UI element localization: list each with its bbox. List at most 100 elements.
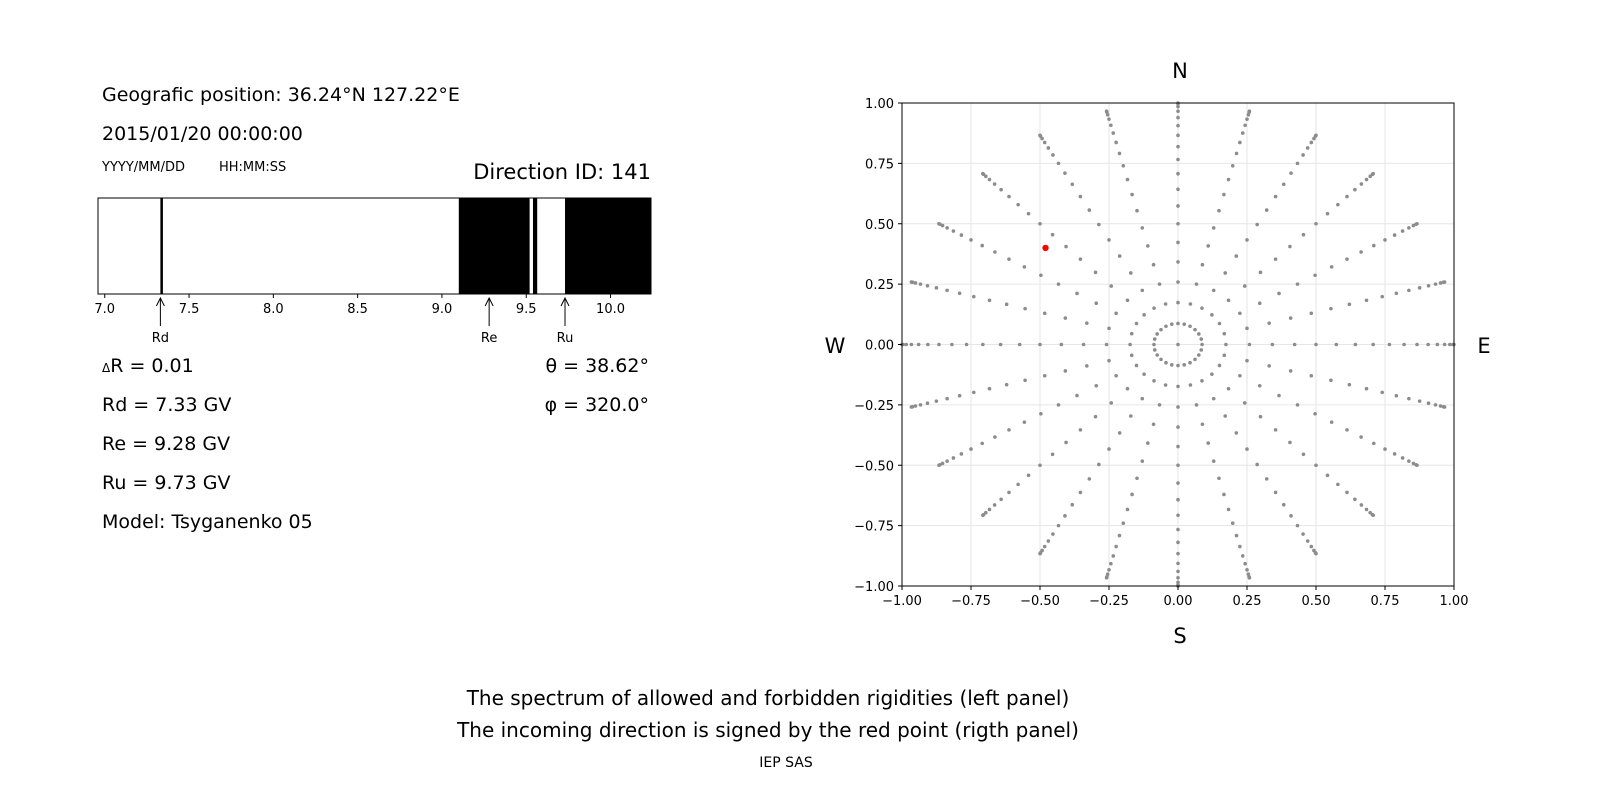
direction-point bbox=[1353, 497, 1357, 502]
direction-point bbox=[1289, 514, 1293, 518]
direction-point bbox=[1353, 342, 1358, 347]
direction-point bbox=[1176, 540, 1180, 545]
direction-point bbox=[1407, 288, 1411, 293]
forbidden-band-0 bbox=[160, 198, 163, 294]
direction-point bbox=[1226, 386, 1231, 391]
direction-point bbox=[1163, 383, 1168, 387]
direction-point bbox=[1267, 364, 1271, 368]
direction-point bbox=[1188, 324, 1192, 329]
ru-value: Ru = 9.73 GV bbox=[102, 472, 231, 494]
direction-point bbox=[1353, 187, 1357, 192]
direction-point bbox=[1371, 513, 1375, 518]
direction-point bbox=[1176, 481, 1180, 485]
direction-point bbox=[957, 291, 962, 296]
direction-point bbox=[1364, 386, 1369, 391]
direction-point bbox=[913, 404, 918, 408]
direction-point bbox=[1163, 302, 1168, 306]
direction-point bbox=[1301, 532, 1305, 536]
direction-point bbox=[940, 461, 945, 466]
direction-point bbox=[1245, 238, 1249, 242]
direction-point bbox=[925, 283, 930, 288]
direction-point bbox=[1222, 353, 1227, 358]
direction-point bbox=[1240, 131, 1245, 135]
direction-point bbox=[1152, 306, 1156, 310]
model-name: Model: Tsyganenko 05 bbox=[102, 511, 313, 533]
direction-point bbox=[1085, 364, 1089, 368]
direction-point bbox=[1288, 316, 1293, 320]
direction-point bbox=[1270, 342, 1275, 347]
direction-point bbox=[1222, 192, 1226, 197]
direction-point bbox=[951, 456, 956, 460]
direction-point bbox=[1157, 282, 1162, 286]
direction-point bbox=[1411, 223, 1416, 228]
direction-point bbox=[1157, 403, 1162, 407]
direction-point bbox=[1277, 393, 1281, 398]
direction-point bbox=[1063, 316, 1068, 320]
direction-point bbox=[1140, 459, 1145, 463]
direction-point bbox=[1097, 462, 1101, 467]
direction-point bbox=[1314, 221, 1318, 226]
direction-point bbox=[945, 396, 949, 401]
direction-point bbox=[1114, 544, 1118, 549]
direction-point bbox=[1394, 291, 1399, 296]
direction-point bbox=[1176, 569, 1180, 574]
direction-point bbox=[1242, 284, 1247, 288]
direction-point bbox=[1211, 396, 1216, 401]
direction-point bbox=[945, 226, 949, 230]
direction-point bbox=[1125, 177, 1130, 182]
direction-point bbox=[1050, 232, 1055, 237]
map-y-tick-label-2: −0.50 bbox=[854, 459, 894, 474]
direction-point bbox=[1329, 420, 1334, 424]
direction-point bbox=[1273, 194, 1278, 199]
direction-point bbox=[1056, 282, 1061, 286]
direction-point bbox=[1242, 401, 1247, 405]
direction-point bbox=[1151, 422, 1156, 427]
direction-point bbox=[1400, 229, 1405, 233]
direction-point bbox=[1288, 440, 1292, 445]
direction-point bbox=[1238, 544, 1242, 549]
marker-re-arrowhead bbox=[484, 296, 494, 307]
direction-point bbox=[1200, 306, 1204, 310]
direction-point bbox=[1176, 133, 1180, 138]
direction-point bbox=[1309, 373, 1314, 378]
direction-point bbox=[1129, 331, 1134, 336]
direction-point bbox=[1042, 544, 1047, 549]
direction-point bbox=[1022, 265, 1027, 269]
direction-point bbox=[1347, 382, 1352, 387]
direction-point bbox=[1230, 164, 1235, 168]
time-format-label: HH:MM:SS bbox=[219, 160, 287, 175]
direction-point bbox=[1078, 194, 1083, 199]
spectrum-tick-label-4: 9.0 bbox=[432, 302, 453, 317]
direction-point bbox=[1176, 405, 1180, 409]
direction-point bbox=[993, 435, 997, 439]
direction-point bbox=[1155, 332, 1159, 336]
direction-point bbox=[1109, 561, 1113, 566]
direction-point bbox=[1223, 414, 1227, 418]
direction-point bbox=[1314, 463, 1318, 468]
direction-point bbox=[1109, 123, 1113, 128]
direction-point bbox=[1400, 456, 1405, 460]
map-x-tick-label-2: −0.50 bbox=[1020, 594, 1060, 609]
direction-point bbox=[1142, 313, 1146, 317]
delta-symbol: Δ bbox=[102, 361, 111, 375]
direction-point bbox=[1226, 298, 1231, 303]
direction-point bbox=[1007, 257, 1011, 261]
direction-point bbox=[1176, 240, 1180, 245]
direction-point bbox=[1194, 282, 1199, 286]
direction-point bbox=[1359, 182, 1364, 186]
direction-point bbox=[1016, 202, 1020, 207]
direction-point bbox=[1176, 551, 1180, 556]
direction-point bbox=[1164, 324, 1168, 329]
direction-point bbox=[1224, 342, 1228, 347]
direction-point bbox=[1176, 575, 1180, 580]
direction-point bbox=[1169, 322, 1174, 326]
direction-point bbox=[1309, 311, 1314, 316]
incoming-direction-point bbox=[1042, 244, 1049, 252]
direction-point bbox=[1217, 363, 1222, 368]
direction-point bbox=[1336, 482, 1340, 487]
direction-point bbox=[1314, 342, 1318, 347]
direction-point bbox=[1146, 244, 1150, 248]
direction-point bbox=[1182, 363, 1187, 367]
direction-point bbox=[1247, 342, 1252, 347]
direction-point bbox=[1176, 363, 1180, 368]
